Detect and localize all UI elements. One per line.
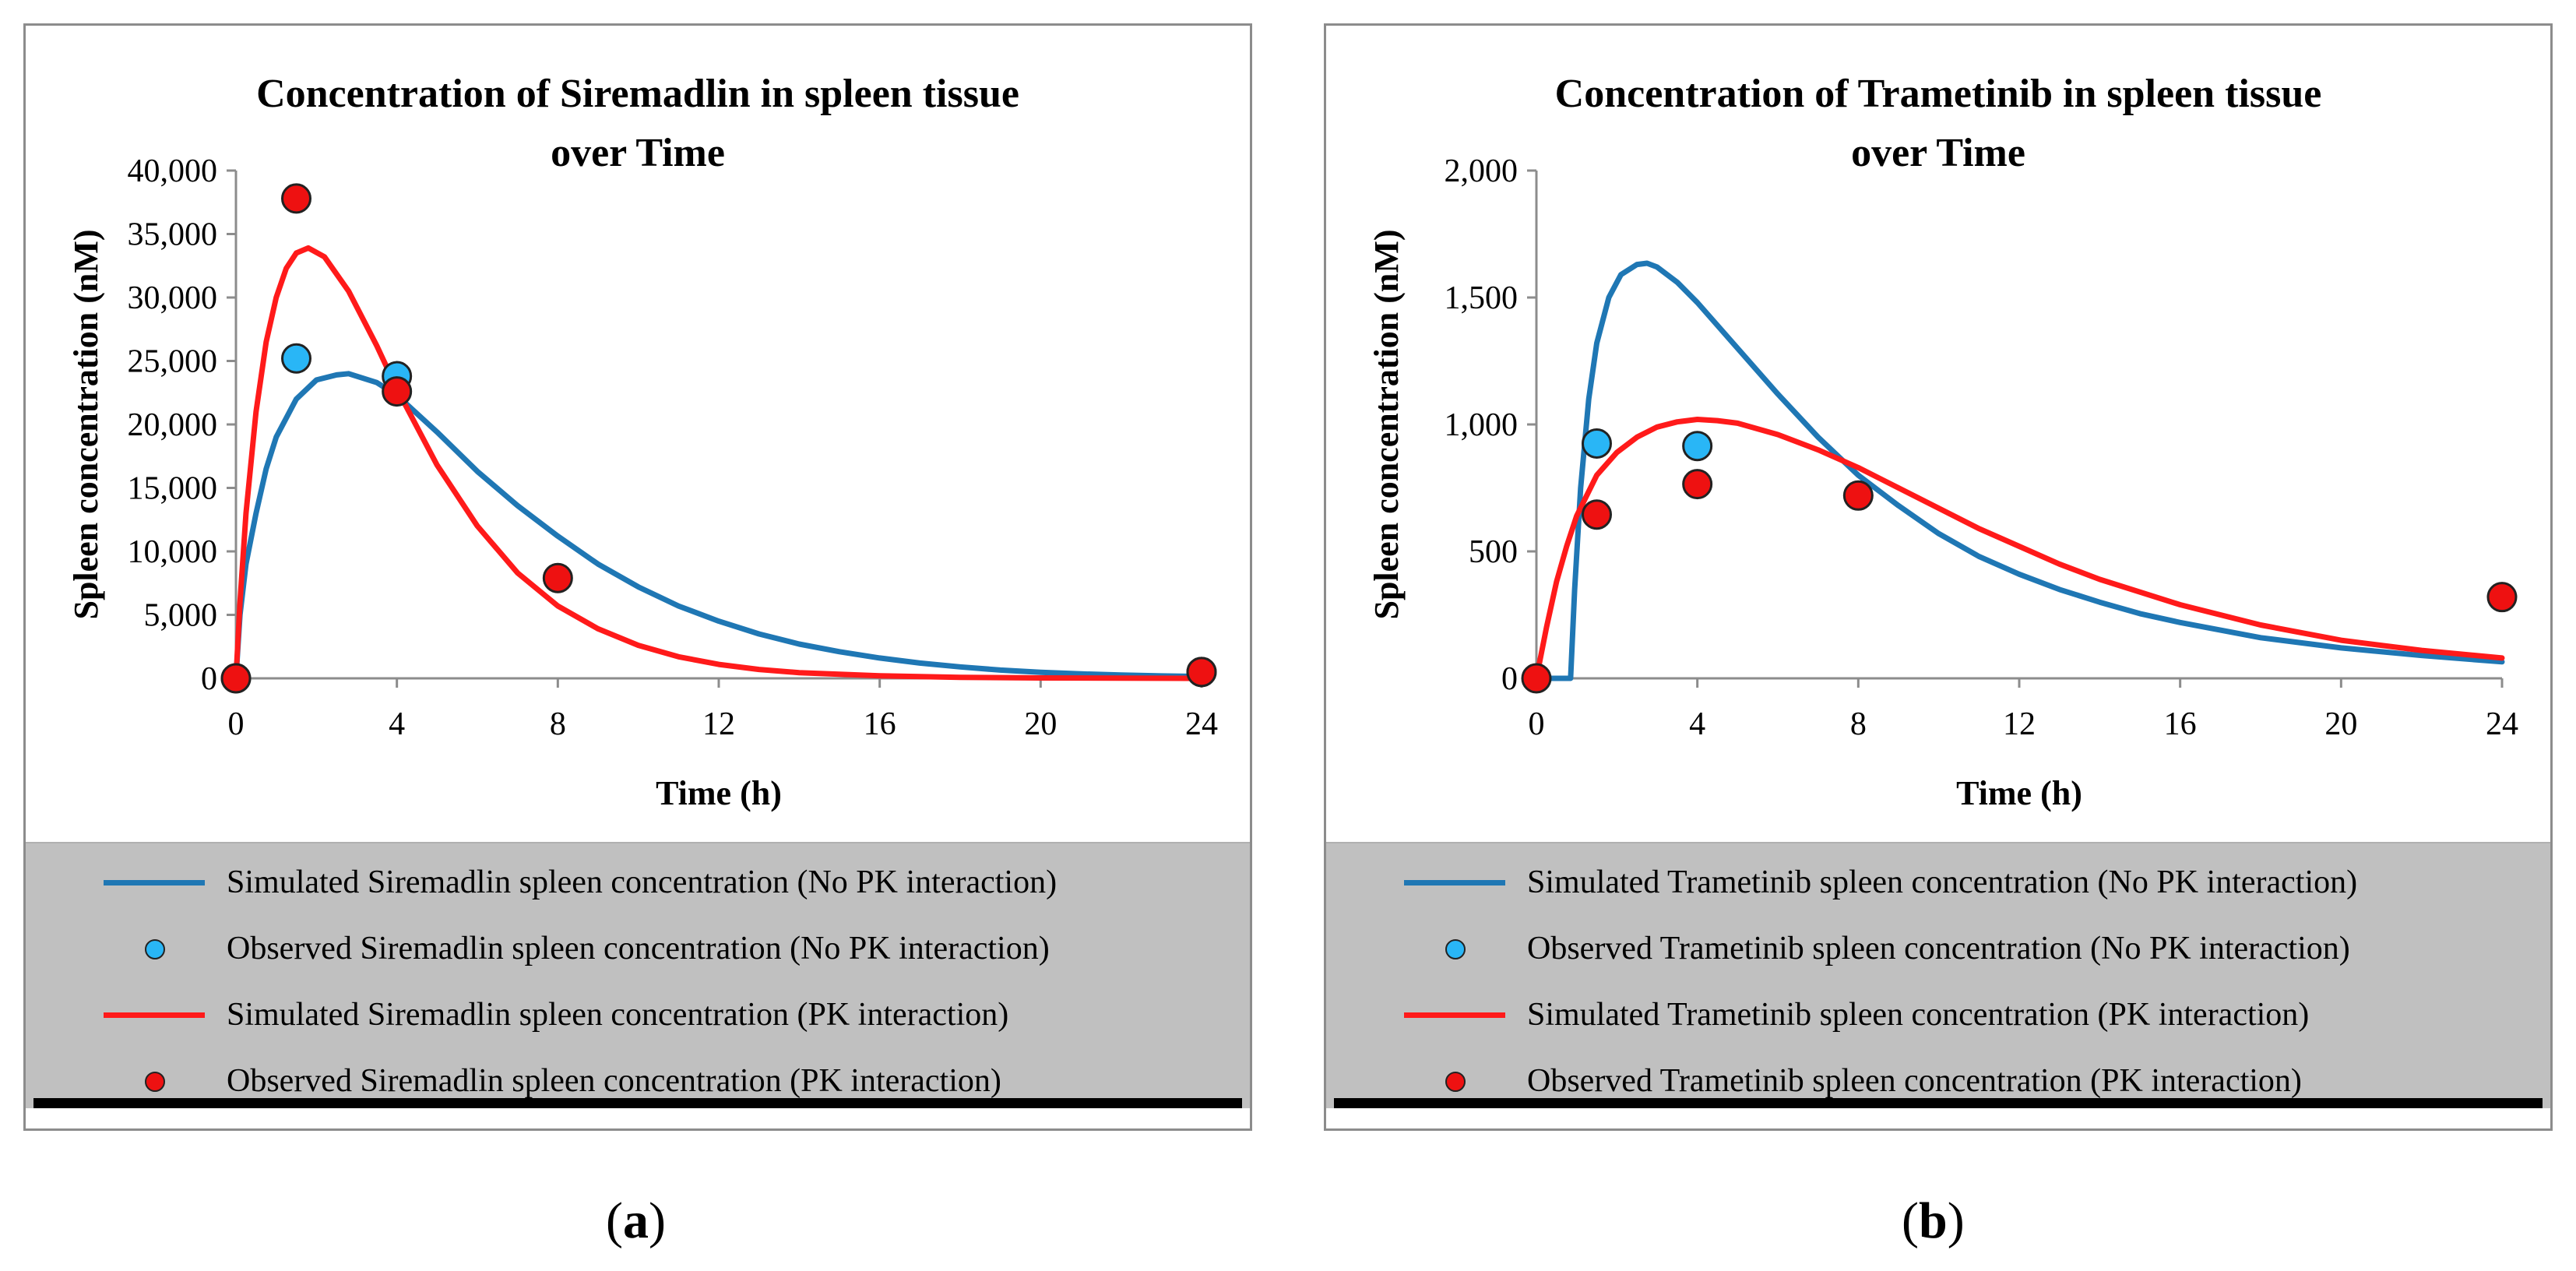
y-tick-label: 30,000 (128, 280, 218, 316)
data-point (542, 562, 573, 593)
legend-key-marker (1404, 933, 1505, 964)
y-tick-label: 1,000 (1445, 407, 1519, 443)
data-point (1682, 469, 1713, 500)
y-tick-label: 40,000 (128, 153, 218, 189)
legend-key-marker (1404, 1065, 1505, 1097)
x-tick-label: 24 (1185, 706, 1218, 742)
legend-item: Simulated Trametinib spleen concentratio… (1404, 851, 2357, 914)
y-axis-label: Spleen concentration (nM) (1367, 229, 1406, 619)
y-tick-label: 5,000 (144, 598, 218, 634)
y-tick-label: 2,000 (1445, 153, 1519, 189)
legend-key-marker (104, 1065, 205, 1097)
series-line (233, 245, 1205, 681)
x-axis-label: Time (h) (656, 774, 782, 812)
x-tick-label: 20 (2324, 706, 2357, 742)
plot-area: 0 5,000 10,000 15,000 20,000 25,000 30,000 35,0… (67, 153, 1218, 812)
legend-key-line (104, 867, 205, 898)
data-point (220, 663, 252, 694)
y-tick-label: 500 (1469, 534, 1518, 570)
data-point (281, 343, 311, 374)
x-tick-label: 20 (1024, 706, 1057, 742)
y-tick-label: 15,000 (128, 471, 218, 507)
legend-key-line (104, 999, 205, 1030)
y-tick-label: 10,000 (128, 534, 218, 570)
x-tick-label: 0 (228, 706, 245, 742)
y-tick-label: 35,000 (128, 217, 218, 253)
y-tick-label: 25,000 (128, 344, 218, 380)
x-tick-label: 12 (702, 706, 735, 742)
y-tick-label: 0 (201, 661, 217, 697)
x-tick-label: 16 (864, 706, 896, 742)
legend: Simulated Siremadlin spleen concentratio… (26, 842, 1250, 1108)
legend-divider (33, 1098, 1242, 1108)
panel-label-a: (a) (606, 1192, 666, 1249)
data-point (1842, 480, 1874, 511)
legend-item: Simulated Trametinib spleen concentratio… (1404, 984, 2309, 1046)
x-axis-label: Time (h) (1956, 774, 2082, 812)
y-axis-label: Spleen concentration (nM) (67, 229, 105, 619)
data-point (1521, 663, 1552, 694)
data-point (1682, 431, 1713, 462)
y-tick-label: 0 (1501, 661, 1518, 697)
series-line (233, 371, 1205, 681)
legend-item: Observed Siremadlin spleen concentration… (104, 1050, 1001, 1112)
x-tick-label: 8 (1850, 706, 1867, 742)
data-point (1582, 499, 1612, 530)
series-line (1533, 260, 2505, 681)
legend-item: Simulated Siremadlin spleen concentratio… (104, 984, 1008, 1046)
x-tick-label: 16 (2164, 706, 2197, 742)
legend-item: Observed Trametinib spleen concentration… (1404, 917, 2350, 980)
legend-divider (1334, 1098, 2543, 1108)
chart-panel-b: Concentration of Trametinib in spleen ti… (1324, 23, 2553, 1131)
legend-item: Observed Trametinib spleen concentration… (1404, 1050, 2302, 1112)
x-tick-label: 0 (1529, 706, 1545, 742)
chart-panel-a: Concentration of Siremadlin in spleen ti… (23, 23, 1252, 1131)
legend-item: Simulated Siremadlin spleen concentratio… (104, 851, 1057, 914)
series-line (1533, 417, 2505, 681)
panel-label-b: (b) (1902, 1192, 1965, 1249)
data-point (281, 183, 311, 214)
data-point (1186, 657, 1217, 688)
x-tick-label: 4 (389, 706, 405, 742)
y-tick-label: 20,000 (128, 407, 218, 443)
x-tick-label: 12 (2003, 706, 2036, 742)
data-point (382, 376, 413, 407)
legend: Simulated Trametinib spleen concentratio… (1326, 842, 2550, 1108)
chart-title: Concentration of Siremadlin in spleen ti… (256, 72, 1019, 175)
legend-item: Observed Siremadlin spleen concentration… (104, 917, 1050, 980)
legend-key-line (1404, 867, 1505, 898)
legend-key-marker (104, 933, 205, 964)
data-point (2486, 582, 2518, 613)
chart-title: Concentration of Trametinib in spleen ti… (1554, 72, 2322, 175)
y-tick-label: 1,500 (1445, 280, 1519, 316)
x-tick-label: 24 (2486, 706, 2518, 742)
x-tick-label: 4 (1689, 706, 1705, 742)
data-point (1582, 428, 1612, 459)
x-tick-label: 8 (550, 706, 566, 742)
legend-key-line (1404, 999, 1505, 1030)
plot-area: 0 500 1,000 1,500 2,000 0 4 8 12 16 20 24 Time (h) Sp… (1367, 153, 2518, 812)
